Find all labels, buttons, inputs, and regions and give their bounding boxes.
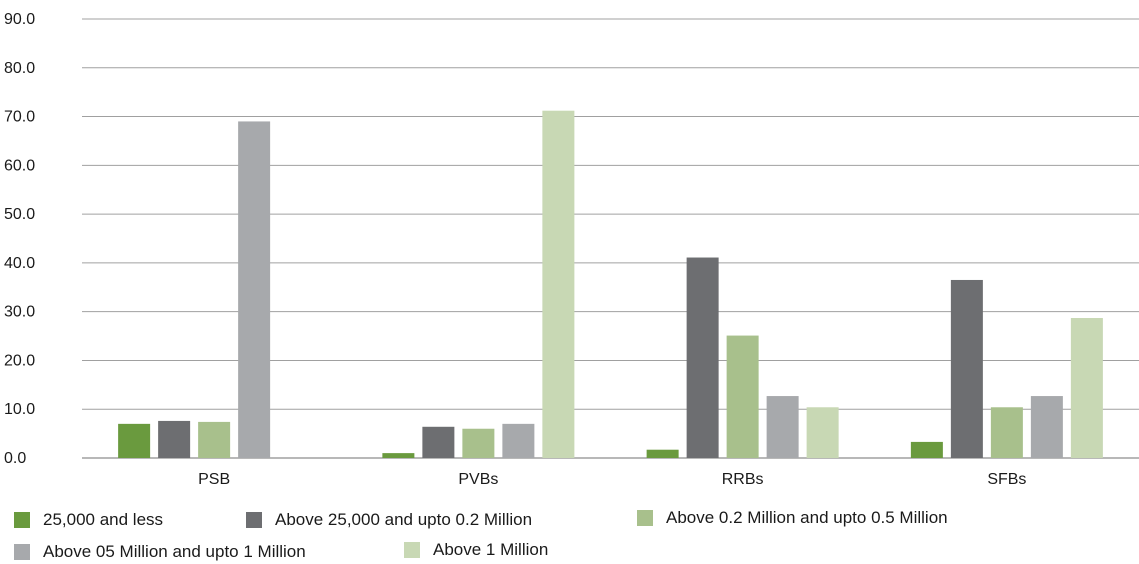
bar-sfbs-series-5 (1070, 318, 1103, 458)
legend-swatch (14, 544, 30, 560)
bar-rrbs-series-1 (646, 449, 679, 458)
x-category-label: PSB (198, 471, 230, 488)
bar-rrbs-series-2 (686, 257, 719, 458)
x-category-label: RRBs (722, 471, 764, 488)
bar-rrbs-series-4 (766, 396, 799, 458)
legend-label: Above 05 Million and upto 1 Million (43, 542, 306, 561)
legend-label: 25,000 and less (43, 510, 164, 529)
x-axis: PSB PVBs RRBs SFBs (198, 471, 1026, 488)
y-axis: 0.0 10.0 20.0 30.0 40.0 50.0 60.0 70.0 80.0 90.0 (4, 11, 35, 467)
y-tick-label: 80.0 (4, 60, 35, 77)
bar-rrbs-series-5 (806, 407, 839, 458)
x-category-label: SFBs (987, 471, 1026, 488)
bar-pvbs-series-3 (462, 428, 495, 458)
bar-sfbs-series-2 (950, 279, 983, 458)
y-tick-label: 0.0 (4, 450, 26, 467)
bar-psb-series-4 (238, 121, 271, 458)
y-tick-label: 90.0 (4, 11, 35, 28)
y-tick-label: 20.0 (4, 352, 35, 369)
x-category-label: PVBs (458, 471, 498, 488)
bar-pvbs-series-1 (382, 453, 415, 458)
legend-label: Above 0.2 Million and upto 0.5 Million (666, 508, 948, 527)
legend-item: Above 1 Million (404, 540, 548, 560)
bar-sfbs-series-1 (910, 441, 943, 458)
bar-pvbs-series-5 (542, 110, 575, 459)
legend-item: Above 25,000 and upto 0.2 Million (246, 510, 532, 530)
bar-sfbs-series-3 (990, 407, 1023, 458)
legend-swatch (637, 510, 653, 526)
y-tick-label: 10.0 (4, 401, 35, 418)
bar-rrbs-series-3 (726, 335, 759, 458)
bar-pvbs-series-2 (422, 426, 455, 458)
bar-sfbs-series-4 (1030, 396, 1063, 458)
y-tick-label: 40.0 (4, 255, 35, 272)
legend-item: Above 05 Million and upto 1 Million (14, 542, 306, 562)
y-tick-label: 50.0 (4, 206, 35, 223)
bar-pvbs-series-4 (502, 423, 535, 458)
y-tick-label: 60.0 (4, 157, 35, 174)
legend-label: Above 1 Million (433, 540, 549, 559)
legend-item: Above 0.2 Million and upto 0.5 Million (637, 508, 948, 528)
bar-psb-series-1 (118, 423, 151, 458)
y-tick-label: 70.0 (4, 109, 35, 126)
legend-swatch (404, 542, 420, 558)
legend-swatch (14, 512, 30, 528)
bars (118, 110, 1103, 459)
legend-item: 25,000 and less (14, 510, 163, 530)
bar-chart: 0.010.020.030.040.050.060.070.080.090.0 … (4, 11, 1139, 488)
legend-label: Above 25,000 and upto 0.2 Million (275, 510, 533, 529)
y-tick-label: 30.0 (4, 304, 35, 321)
legend: 25,000 and less Above 25,000 and upto 0.2… (0, 500, 1139, 564)
legend-swatch (246, 512, 262, 528)
bar-psb-series-2 (158, 420, 191, 458)
bar-psb-series-3 (198, 421, 231, 458)
